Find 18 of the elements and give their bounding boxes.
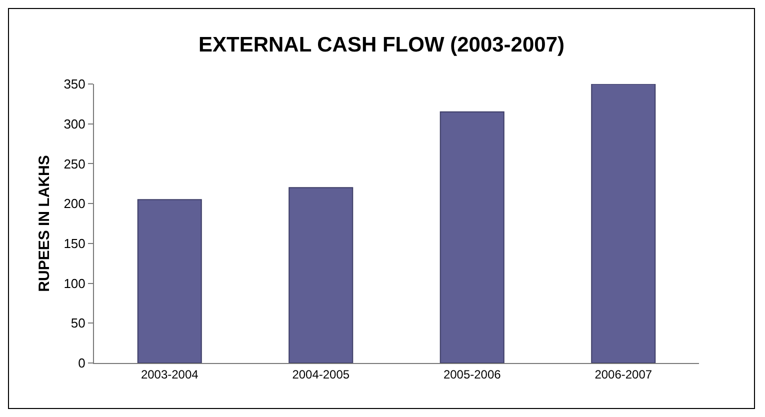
x-tick-label: 2006-2007 xyxy=(594,367,652,382)
y-tick-label: 200 xyxy=(64,196,86,212)
y-tick-label: 0 xyxy=(78,356,86,371)
bar xyxy=(440,111,504,363)
y-tick-label: 300 xyxy=(64,116,86,132)
x-tick-label: 2005-2006 xyxy=(443,367,502,382)
y-axis-title: RUPEES IN LAKHS xyxy=(36,155,53,292)
x-tick-label: 2003-2004 xyxy=(140,367,199,382)
bar xyxy=(137,199,202,363)
y-tick-label: 250 xyxy=(64,156,86,172)
y-tick-label: 150 xyxy=(64,236,86,251)
bar xyxy=(591,84,656,363)
y-tick-label: 100 xyxy=(64,276,86,291)
y-tick-label: 50 xyxy=(70,316,86,331)
x-tick-label: 2004-2005 xyxy=(292,367,350,382)
chart-title: EXTERNAL CASH FLOW (2003-2007) xyxy=(198,34,565,57)
bar xyxy=(288,187,354,363)
y-tick-label: 350 xyxy=(64,76,86,92)
